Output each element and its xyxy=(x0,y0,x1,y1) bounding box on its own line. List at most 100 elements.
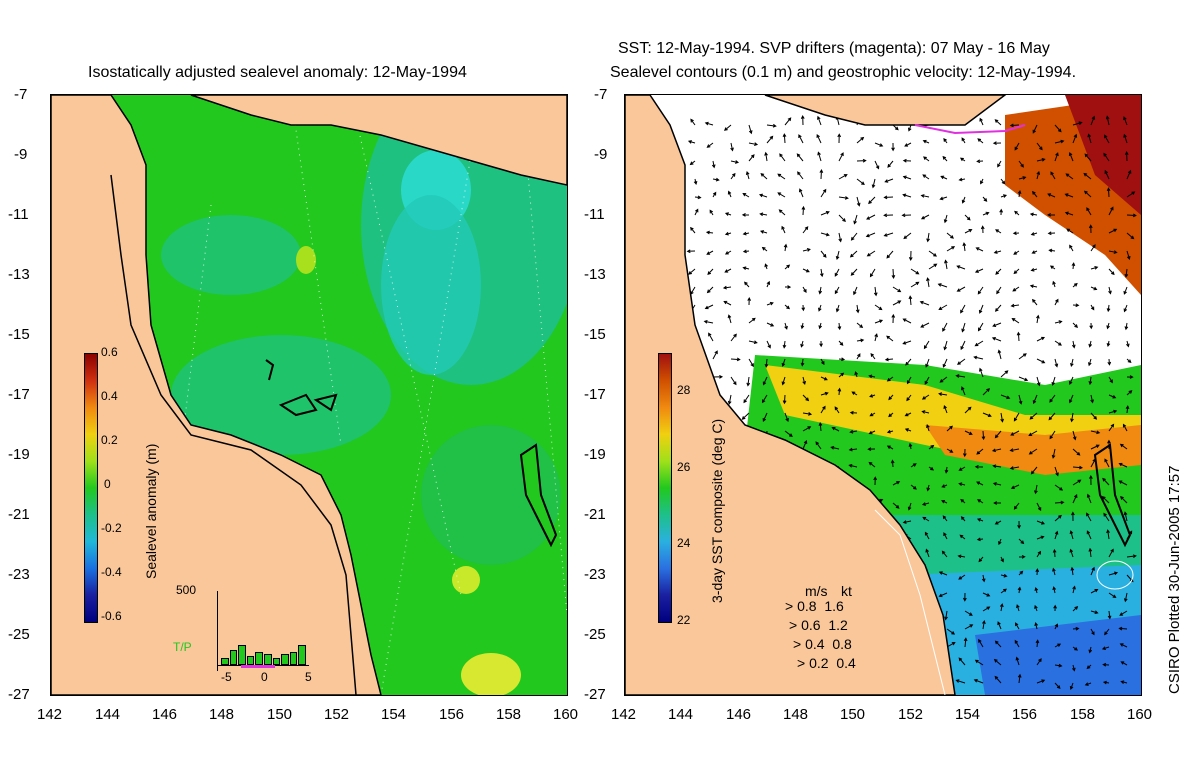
velocity-arrow xyxy=(873,286,878,297)
velocity-arrow xyxy=(888,412,894,418)
velocity-arrow xyxy=(1090,412,1098,420)
velocity-arrow xyxy=(921,502,930,506)
velocity-arrow xyxy=(762,376,768,386)
velocity-arrow xyxy=(978,638,984,648)
left-x-tick-4: 150 xyxy=(267,706,293,723)
velocity-arrow xyxy=(977,286,984,295)
velocity-arrow xyxy=(1048,412,1056,421)
velocity-arrow xyxy=(797,171,804,180)
velocity-arrow xyxy=(764,263,768,270)
velocity-arrow xyxy=(942,358,948,368)
velocity-arrow xyxy=(1106,529,1110,540)
velocity-arrow xyxy=(924,376,930,385)
velocity-arrow xyxy=(690,118,696,126)
velocity-arrow xyxy=(1014,639,1020,648)
sealevel-anomaly-map: 0.6 0.4 0.2 0 -0.2 -0.4 -0.6 Sealevel an… xyxy=(50,94,568,696)
velocity-arrow xyxy=(1054,298,1059,306)
velocity-arrow xyxy=(1106,187,1111,198)
velocity-arrow xyxy=(831,426,840,432)
velocity-arrow xyxy=(956,286,966,292)
velocity-arrow xyxy=(1035,568,1040,576)
velocity-arrow xyxy=(982,606,991,612)
velocity-arrow xyxy=(1051,448,1056,459)
velocity-arrow xyxy=(1108,548,1114,558)
velocity-arrow xyxy=(820,376,828,381)
sst-colorbar-tick-2: 24 xyxy=(677,536,691,550)
velocity-arrow xyxy=(722,285,732,290)
velocity-arrow xyxy=(1072,303,1080,308)
velocity-arrow xyxy=(979,367,984,378)
velocity-arrow xyxy=(764,358,769,368)
velocity-arrow xyxy=(1104,134,1110,144)
velocity-arrow xyxy=(1083,172,1092,180)
velocity-arrow xyxy=(993,250,1002,254)
velocity-arrow xyxy=(906,376,912,385)
velocity-arrow xyxy=(1123,511,1128,522)
velocity-arrow xyxy=(938,304,948,311)
velocity-arrow xyxy=(818,421,823,432)
velocity-arrow xyxy=(992,322,1002,327)
velocity-arrow xyxy=(979,117,984,126)
velocity-arrow xyxy=(796,153,804,162)
velocity-arrow xyxy=(820,232,830,237)
velocity-arrow xyxy=(1036,520,1046,525)
velocity-arrow xyxy=(1071,340,1076,349)
velocity-arrow xyxy=(928,250,937,257)
velocity-arrow xyxy=(887,160,894,168)
right-x-tick-0: 142 xyxy=(611,706,637,723)
velocity-arrow xyxy=(1054,663,1063,668)
velocity-arrow xyxy=(766,340,771,349)
velocity-arrow xyxy=(904,412,912,417)
sst-colorbar-tick-1: 26 xyxy=(677,460,691,474)
velocity-arrow xyxy=(891,268,896,279)
velocity-arrow xyxy=(730,357,741,362)
velocity-arrow xyxy=(1124,151,1129,162)
velocity-arrow xyxy=(1069,682,1074,691)
velocity-arrow xyxy=(973,355,984,360)
velocity-arrow xyxy=(892,124,899,131)
right-x-tick-4: 150 xyxy=(840,706,866,723)
velocity-arrow xyxy=(849,250,858,258)
velocity-arrow xyxy=(802,376,807,385)
velocity-arrow xyxy=(1000,178,1006,185)
velocity-arrow xyxy=(941,550,948,558)
velocity-arrow xyxy=(964,624,974,630)
velocity-arrow xyxy=(802,248,811,252)
velocity-arrow xyxy=(994,640,1002,648)
velocity-arrow xyxy=(964,430,973,435)
velocity-arrow xyxy=(820,391,829,396)
velocity-legend-kt-3: 0.8 xyxy=(832,636,852,652)
velocity-arrow xyxy=(687,140,696,144)
velocity-arrow xyxy=(955,374,966,378)
velocity-arrow xyxy=(907,502,912,511)
velocity-arrow xyxy=(1104,458,1110,468)
velocity-arrow xyxy=(800,358,805,367)
velocity-arrow xyxy=(902,520,912,524)
inset-histogram-bar xyxy=(246,656,255,665)
velocity-arrow xyxy=(781,376,786,386)
velocity-arrow xyxy=(1036,142,1043,151)
velocity-arrow xyxy=(1030,232,1038,236)
velocity-arrow xyxy=(742,249,750,254)
velocity-legend-kt-1: 1.6 xyxy=(824,598,844,614)
velocity-arrow xyxy=(1125,405,1130,414)
velocity-arrow xyxy=(974,268,984,273)
velocity-arrow xyxy=(856,178,865,186)
velocity-arrow xyxy=(874,333,878,342)
velocity-arrow xyxy=(1086,530,1092,540)
velocity-arrow xyxy=(1119,643,1128,648)
velocity-arrow xyxy=(838,232,843,243)
sst-colorbar-tick-3: 22 xyxy=(677,613,691,627)
velocity-arrow xyxy=(819,340,823,348)
velocity-arrow xyxy=(766,123,777,128)
velocity-arrow xyxy=(1072,121,1083,126)
velocity-arrow xyxy=(942,155,948,162)
colorbar-tick-4: -0.2 xyxy=(101,521,122,535)
velocity-arrow xyxy=(1031,190,1038,198)
velocity-arrow xyxy=(1118,480,1128,486)
velocity-arrow xyxy=(868,461,876,468)
velocity-arrow xyxy=(1036,336,1046,342)
velocity-arrow xyxy=(1034,484,1038,495)
velocity-arrow xyxy=(1031,298,1038,306)
left-x-tick-6: 154 xyxy=(381,706,407,723)
